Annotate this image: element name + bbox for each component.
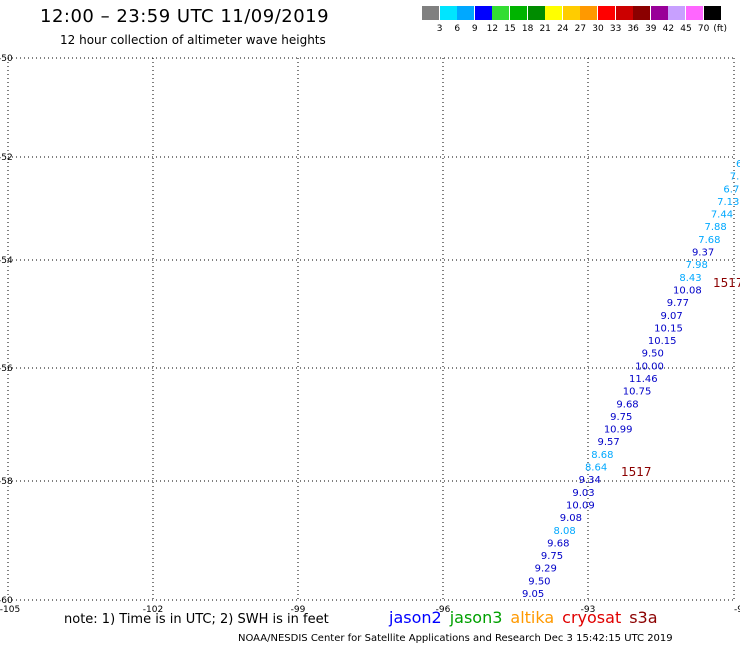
wave-height-reading: 6.7 <box>723 184 739 195</box>
legend-altika: altika <box>510 608 555 627</box>
wave-height-reading: 7. <box>730 172 740 183</box>
wave-height-reading: 10.99 <box>604 425 633 436</box>
wave-height-reading: 9.75 <box>610 412 632 423</box>
scale-swatch <box>474 6 492 20</box>
wave-height-reading: 8.43 <box>679 273 701 284</box>
scale-swatch <box>510 6 527 20</box>
longitude-label: -99 <box>291 605 306 615</box>
scale-label: 6 <box>454 24 461 34</box>
scale-swatch <box>422 6 439 20</box>
scale-swatch <box>703 6 721 20</box>
legend-jason2: jason2 <box>389 608 442 627</box>
latitude-label: -52 <box>0 153 13 163</box>
scale-swatch <box>650 6 668 20</box>
latitude-label: -56 <box>0 364 13 374</box>
scale-swatch <box>492 6 510 20</box>
scale-swatch <box>668 6 686 20</box>
wave-height-reading: 10.09 <box>566 500 595 511</box>
wave-height-reading: 7.88 <box>705 222 727 233</box>
wave-height-reading: 9.29 <box>535 564 557 575</box>
legend-jason3: jason3 <box>449 608 503 627</box>
longitude-label: -105 <box>0 605 20 615</box>
map-title: 12:00 – 23:59 UTC 11/09/2019 <box>40 6 330 27</box>
scale-unit: (ft) <box>713 24 727 34</box>
scale-swatch <box>562 6 580 20</box>
wave-height-reading: 9.08 <box>560 513 582 524</box>
scale-label: 12 <box>486 24 499 34</box>
units-note: note: 1) Time is in UTC; 2) SWH is in fe… <box>64 612 329 627</box>
satellite-legend: jason2 jason3 altika cryosat s3a <box>389 608 666 627</box>
wave-height-reading: 8.64 <box>585 463 607 474</box>
wave-height-reading: 10.15 <box>648 336 677 347</box>
scale-label: 45 <box>680 24 692 34</box>
scale-label: 36 <box>627 24 639 34</box>
scale-label: 15 <box>504 24 516 34</box>
wave-height-reading: 9.05 <box>522 589 544 600</box>
wave-height-reading: 9.37 <box>692 248 714 259</box>
latitude-label: -60 <box>0 596 13 606</box>
wave-height-reading: 9.34 <box>579 475 601 486</box>
latitude-labels: -50 -52 -54 -56 -58 -60 <box>0 54 13 606</box>
scale-swatch <box>580 6 598 20</box>
wave-height-reading: 10.00 <box>635 361 664 372</box>
wave-height-reading: 7.13 <box>717 197 739 208</box>
longitude-label: -93 <box>581 605 596 615</box>
scale-swatch <box>615 6 633 20</box>
latitude-label: -58 <box>0 477 13 487</box>
wave-height-reading: 6 <box>736 159 740 170</box>
scale-swatch <box>457 6 475 20</box>
scale-label: 42 <box>662 24 675 34</box>
wave-height-reading: 9.50 <box>528 576 550 587</box>
scale-label: 33 <box>609 24 622 34</box>
scale-swatch <box>598 6 615 20</box>
wave-height-reading: 7.44 <box>711 210 733 221</box>
scale-label: 21 <box>539 24 551 34</box>
wave-height-reading: 9.75 <box>541 551 563 562</box>
legend-cryosat: cryosat <box>562 608 622 627</box>
scale-swatch <box>545 6 563 20</box>
scale-swatch <box>439 6 457 20</box>
latitude-label: -54 <box>0 256 13 266</box>
wave-height-reading: 11.46 <box>629 374 658 385</box>
wave-height-reading: 9.77 <box>667 298 689 309</box>
latitude-label: -50 <box>0 54 13 64</box>
wave-height-reading: 7.98 <box>686 260 708 271</box>
longitude-label: -102 <box>143 605 163 615</box>
scale-label: 70 <box>697 24 710 34</box>
pass-label-1: 1517 <box>713 276 740 290</box>
scale-swatch <box>633 6 651 20</box>
wave-height-reading: 9.50 <box>642 349 664 360</box>
wave-height-reading: 8.68 <box>591 450 613 461</box>
longitude-label: -90 <box>734 605 740 615</box>
pass-label-2: 1517 <box>621 465 652 479</box>
wave-height-reading: 8.08 <box>553 526 575 537</box>
legend-s3a: s3a <box>629 608 658 627</box>
wave-height-reading: 9.68 <box>547 538 569 549</box>
scale-label: 3 <box>436 24 443 34</box>
scale-label: 9 <box>471 24 478 34</box>
scale-label: 18 <box>521 24 534 34</box>
scale-swatch <box>527 6 545 20</box>
wave-height-reading: 9.68 <box>616 399 638 410</box>
credit-footer: NOAA/NESDIS Center for Satellite Applica… <box>238 633 673 644</box>
scale-label: 30 <box>592 24 604 34</box>
longitude-labels: -105 -102 -99 -96 -93 -90 <box>0 605 740 615</box>
scale-label: 39 <box>645 24 657 34</box>
wave-height-reading: 7.68 <box>698 235 720 246</box>
wave-height-reading: 10.75 <box>623 387 652 398</box>
map-subtitle: 12 hour collection of altimeter wave hei… <box>60 33 326 47</box>
wave-height-reading: 9.03 <box>572 488 594 499</box>
longitude-label: -96 <box>436 605 451 615</box>
scale-label: 24 <box>557 24 569 34</box>
scale-label: 27 <box>574 24 587 34</box>
wave-height-reading: 9.57 <box>598 437 620 448</box>
wave-height-reading: 9.07 <box>660 311 682 322</box>
wave-height-reading: 10.15 <box>654 323 683 334</box>
graticule <box>7 57 735 601</box>
scale-swatch <box>686 6 703 20</box>
wave-height-reading: 10.08 <box>673 285 702 296</box>
